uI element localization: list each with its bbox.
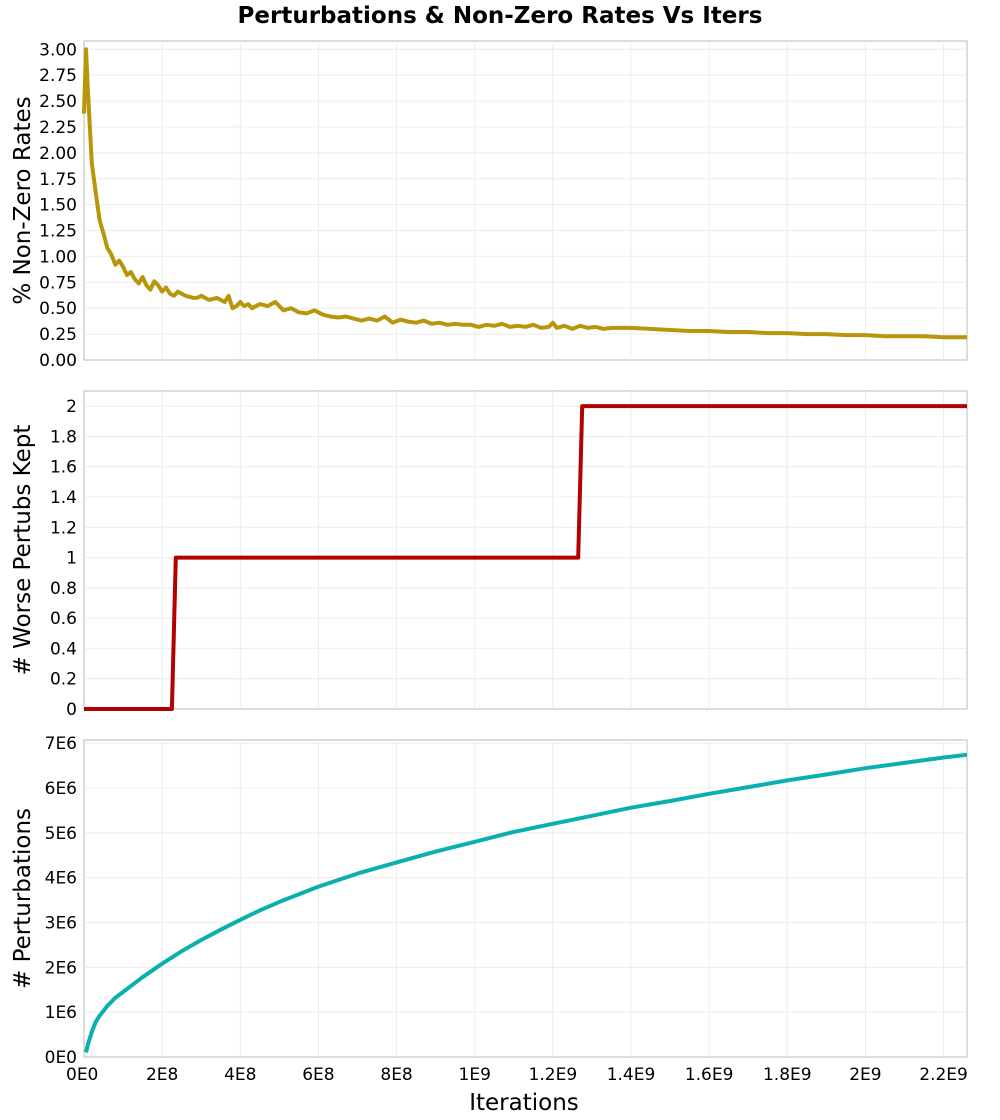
y-tick-label: 4E6 bbox=[45, 869, 77, 889]
chart-title: Perturbations & Non-Zero Rates Vs Iters bbox=[238, 3, 763, 29]
plot-area bbox=[83, 739, 968, 1058]
x-tick-label: 4E8 bbox=[224, 1065, 256, 1085]
y-tick-label: 0.6 bbox=[50, 609, 77, 629]
y-tick-label: 0.25 bbox=[39, 325, 77, 345]
y-tick-label: 0 bbox=[66, 700, 77, 720]
y-tick-label: 2.75 bbox=[39, 66, 77, 86]
y-tick-label: 0.00 bbox=[39, 351, 77, 371]
chart-panels: 0.00 0.25 0.50 0.75 1.00 1.25 1.50 1.75 2.00 2.25… bbox=[10, 40, 968, 1085]
y-tick-label: 2.25 bbox=[39, 118, 77, 138]
y-tick-label: 0.2 bbox=[50, 670, 77, 690]
x-tick-label: 1E9 bbox=[459, 1065, 491, 1085]
x-tick-label: 2.2E9 bbox=[919, 1065, 968, 1085]
plot-area bbox=[83, 40, 968, 361]
plot-area bbox=[83, 390, 968, 710]
x-tick-label: 1.6E9 bbox=[685, 1065, 734, 1085]
y-tick-label: 5E6 bbox=[45, 824, 77, 844]
y-tick-label: 2.50 bbox=[39, 92, 77, 112]
series-line bbox=[84, 752, 968, 1053]
chart-panel-1: 0.00 0.25 0.50 0.75 1.00 1.25 1.50 1.75 2.00 2.25… bbox=[10, 40, 968, 371]
x-tick-label: 1.8E9 bbox=[763, 1065, 812, 1085]
y-tick-label: 1 bbox=[66, 549, 77, 569]
y-tick-label: 1.00 bbox=[39, 247, 77, 267]
y-tick-label: 1E6 bbox=[45, 1003, 77, 1023]
y-tick-label: 1.4 bbox=[50, 488, 77, 508]
y-tick-label: 2.00 bbox=[39, 144, 77, 164]
y-tick-label: 0E0 bbox=[45, 1048, 77, 1068]
y-tick-label: 1.25 bbox=[39, 222, 77, 242]
x-tick-label: 8E8 bbox=[380, 1065, 412, 1085]
x-tick-label: 2E8 bbox=[146, 1065, 178, 1085]
y-tick-label: 2 bbox=[66, 397, 77, 417]
y-tick-label: 1.75 bbox=[39, 170, 77, 190]
x-tick-label: 1.2E9 bbox=[529, 1065, 578, 1085]
y-tick-label: 7E6 bbox=[45, 734, 77, 754]
chart-panel-2: 0 0.2 0.4 0.6 0.8 1 1.2 1.4 1.6 1.8 2 # Worse Pertu… bbox=[10, 390, 968, 720]
y-tick-label: 1.6 bbox=[50, 458, 77, 478]
y-tick-label: 0.4 bbox=[50, 639, 77, 659]
y-tick-label: 0.8 bbox=[50, 579, 77, 599]
y-tick-label: 0.50 bbox=[39, 299, 77, 319]
y-tick-label: 1.8 bbox=[50, 427, 77, 447]
y-axis-label: % Non-Zero Rates bbox=[10, 96, 36, 304]
y-tick-label: 3E6 bbox=[45, 913, 77, 933]
y-tick-label: 0.75 bbox=[39, 273, 77, 293]
series-line bbox=[84, 404, 967, 711]
y-tick-label: 6E6 bbox=[45, 779, 77, 799]
x-axis-label: Iterations bbox=[469, 1090, 579, 1116]
x-tick-label: 6E8 bbox=[302, 1065, 334, 1085]
series-line bbox=[82, 47, 967, 340]
x-tick-label: 2E9 bbox=[849, 1065, 881, 1085]
chart-panel-3: 0E0 1E6 2E6 3E6 4E6 5E6 6E6 7E6 # Perturbations bbox=[10, 734, 968, 1068]
y-axis-label: # Perturbations bbox=[10, 808, 36, 989]
y-tick-label: 2E6 bbox=[45, 958, 77, 978]
x-tick-label: 0E0 bbox=[66, 1065, 98, 1085]
y-axis-label: # Worse Pertubs Kept bbox=[10, 425, 36, 676]
y-tick-label: 3.00 bbox=[39, 40, 77, 60]
x-tick-label: 1.4E9 bbox=[607, 1065, 656, 1085]
y-tick-label: 1.2 bbox=[50, 518, 77, 538]
y-tick-label: 1.50 bbox=[39, 196, 77, 216]
